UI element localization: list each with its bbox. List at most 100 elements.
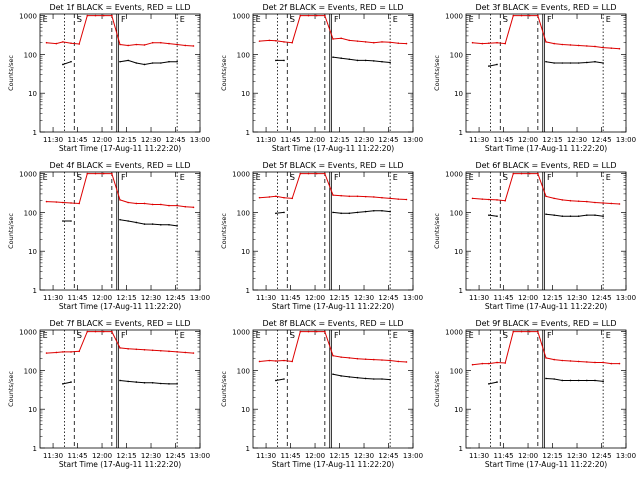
- x-tick-label: 12:15: [116, 452, 136, 460]
- data-point-lld: [45, 200, 48, 203]
- marker-letter: S: [290, 15, 295, 24]
- data-point-events: [381, 378, 383, 380]
- data-point-lld: [356, 40, 359, 42]
- data-point-events: [594, 60, 596, 63]
- data-point-events: [143, 63, 146, 66]
- data-point-lld: [397, 360, 400, 363]
- y-axis-label: Counts/sec: [7, 55, 15, 91]
- data-point-events: [176, 383, 178, 385]
- x-tick-label: 11:30: [469, 136, 489, 144]
- marker-letter: S: [503, 331, 508, 340]
- data-point-lld: [168, 204, 170, 207]
- y-tick-label: 10: [454, 248, 463, 256]
- y-tick-label: 10: [28, 406, 37, 414]
- plot-frame: [39, 171, 201, 291]
- data-point-lld: [520, 172, 523, 175]
- data-point-lld: [111, 172, 113, 175]
- data-point-events: [545, 60, 547, 63]
- series-line-events: [275, 56, 391, 63]
- data-point-events: [151, 223, 154, 225]
- data-point-lld: [397, 42, 400, 44]
- data-point-events: [119, 218, 121, 221]
- y-axis-label: Counts/sec: [220, 371, 228, 407]
- data-point-lld: [78, 43, 80, 45]
- data-point-lld: [70, 42, 72, 44]
- y-axis-label: Counts/sec: [220, 213, 228, 249]
- data-point-lld: [602, 202, 604, 204]
- data-point-lld: [176, 43, 178, 46]
- marker-letter: S: [290, 331, 295, 340]
- data-point-lld: [307, 330, 310, 333]
- x-axis-label: Start Time (17-Aug-11 11:22:20): [59, 460, 181, 469]
- x-tick-label: 11:30: [256, 452, 276, 460]
- data-point-events: [364, 59, 367, 62]
- data-point-lld: [481, 42, 484, 45]
- data-point-lld: [45, 352, 48, 354]
- data-point-lld: [586, 45, 588, 47]
- data-point-events: [545, 377, 547, 380]
- data-point-lld: [364, 195, 367, 198]
- marker-letter: S: [503, 15, 508, 24]
- data-point-lld: [192, 352, 195, 354]
- data-point-events: [176, 225, 178, 227]
- data-point-lld: [268, 39, 271, 42]
- data-point-lld: [594, 45, 596, 48]
- x-tick-label: 13:00: [616, 136, 636, 144]
- data-point-lld: [545, 357, 547, 359]
- data-point-lld: [143, 44, 146, 46]
- x-axis-label: Start Time (17-Aug-11 11:22:20): [272, 460, 394, 469]
- x-tick-label: 12:45: [591, 136, 611, 144]
- x-tick-label: 12:45: [378, 452, 398, 460]
- data-point-lld: [111, 330, 113, 333]
- y-tick-label: 100: [237, 51, 250, 59]
- data-point-lld: [168, 350, 170, 353]
- x-tick-label: 11:30: [469, 452, 489, 460]
- data-point-events: [389, 378, 391, 381]
- x-axis-label: Start Time (17-Aug-11 11:22:20): [59, 144, 181, 153]
- y-tick-label: 10: [28, 248, 37, 256]
- y-tick-label: 1000: [445, 171, 463, 179]
- y-tick-label: 1: [459, 129, 463, 137]
- data-point-lld: [512, 330, 515, 333]
- data-point-lld: [553, 358, 555, 361]
- plot-frame: [252, 13, 414, 133]
- data-point-events: [553, 214, 555, 216]
- data-point-lld: [488, 362, 490, 365]
- data-point-lld: [364, 358, 367, 360]
- data-point-lld: [481, 198, 484, 200]
- y-tick-label: 1000: [19, 13, 37, 21]
- series-line-events: [275, 373, 391, 381]
- panel-title: Det 4f BLACK = Events, RED = LLD: [49, 161, 190, 170]
- data-point-events: [127, 220, 129, 222]
- y-tick-label: 1: [33, 129, 37, 137]
- marker-letter: S: [290, 173, 295, 182]
- data-point-lld: [324, 330, 326, 333]
- x-tick-label: 13:00: [403, 136, 423, 144]
- data-point-lld: [135, 43, 138, 46]
- data-point-lld: [594, 361, 596, 364]
- data-point-events: [381, 209, 383, 212]
- marker-letter: E: [256, 331, 261, 340]
- marker-letter: E: [43, 331, 48, 340]
- marker-letter: E: [469, 15, 474, 24]
- x-tick-label: 11:30: [469, 294, 489, 302]
- y-axis-label: Counts/sec: [220, 55, 228, 91]
- x-tick-label: 11:45: [67, 452, 87, 460]
- data-point-events: [119, 60, 121, 63]
- data-point-lld: [184, 205, 187, 208]
- x-axis-label: Start Time (17-Aug-11 11:22:20): [59, 302, 181, 311]
- series-line-lld: [46, 15, 194, 47]
- marker-letter: F: [547, 331, 552, 340]
- data-point-events: [561, 215, 564, 217]
- series-line-lld: [472, 173, 620, 205]
- plot-frame: [465, 329, 627, 449]
- data-point-lld: [340, 37, 342, 40]
- y-axis-label: Counts/sec: [7, 213, 15, 249]
- data-point-events: [62, 220, 64, 222]
- data-point-lld: [528, 14, 531, 17]
- data-point-events: [340, 212, 342, 215]
- plot-frame: [465, 13, 627, 133]
- panel-title: Det 3f BLACK = Events, RED = LLD: [475, 3, 616, 12]
- data-point-lld: [258, 40, 261, 42]
- x-tick-label: 12:45: [591, 294, 611, 302]
